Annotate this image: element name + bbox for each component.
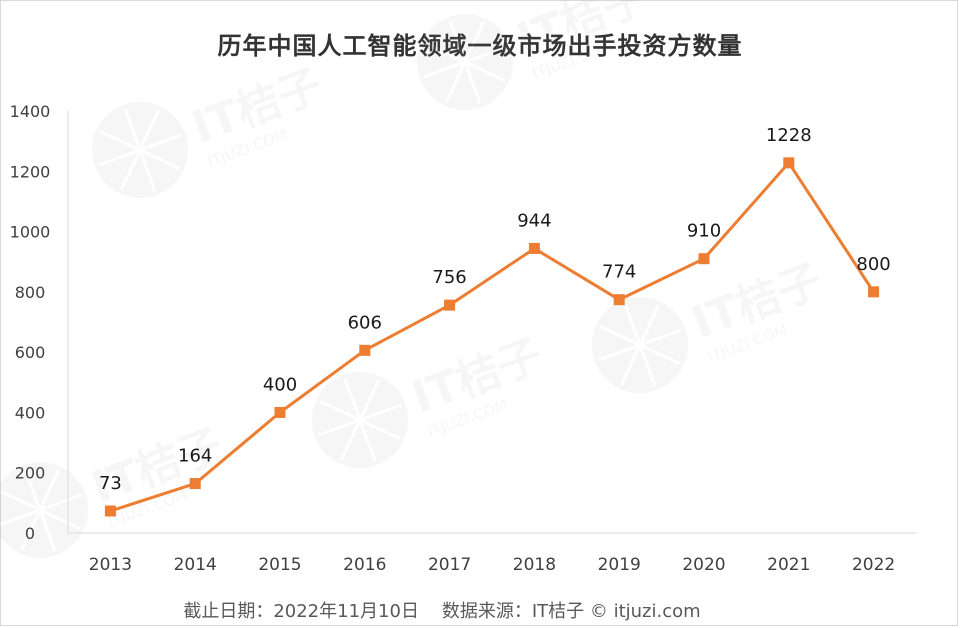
axis-layer: 0 200 400 600 800 1000 1200 1400 2013 2014 2015 201… <box>10 102 916 575</box>
data-point-marker <box>359 344 371 356</box>
data-point-marker <box>189 478 201 490</box>
x-tick-label: 2018 <box>513 555 556 575</box>
watermark-segment <box>98 148 141 167</box>
y-tick-label: 400 <box>15 403 46 422</box>
series-layer <box>104 157 880 517</box>
data-point-marker <box>274 406 286 418</box>
watermark-segment <box>359 403 402 422</box>
watermark-segment <box>343 378 362 421</box>
watermark-segment <box>0 508 41 527</box>
data-point-marker <box>528 242 540 254</box>
watermark-segment <box>38 469 60 511</box>
watermark-segment <box>23 468 42 511</box>
x-tick-label: 2022 <box>852 555 895 575</box>
x-tick-label: 2020 <box>682 555 725 575</box>
watermark-orange-icon <box>592 297 688 393</box>
data-label: 910 <box>687 221 721 242</box>
data-label-layer: 73 164 400 606 756 944 774 910 1228 800 <box>99 125 891 494</box>
chart-title: 历年中国人工智能领域一级市场出手投资方数量 <box>0 26 960 61</box>
watermark-segment <box>463 61 482 104</box>
data-point-marker <box>868 286 880 298</box>
y-tick-label: 200 <box>15 464 46 483</box>
data-label: 800 <box>856 254 890 275</box>
data-point-marker <box>613 294 625 306</box>
watermark-orange-icon <box>0 462 88 558</box>
source-footer: 截止日期：2022年11月10日 数据来源：IT桔子 © itjuzi.com <box>183 601 701 622</box>
x-tick-label: 2013 <box>89 555 132 575</box>
watermark-segment <box>340 419 362 461</box>
watermark-segment <box>598 343 641 362</box>
y-tick-label: 800 <box>15 283 46 302</box>
watermark-segment <box>445 61 467 103</box>
data-label: 1228 <box>766 125 812 146</box>
watermark-orange-icon <box>92 102 188 198</box>
data-point-marker <box>444 299 456 311</box>
watermark-segment <box>638 344 657 387</box>
data-point-marker <box>698 253 710 265</box>
watermark-segment <box>0 490 41 512</box>
watermark-segment <box>319 400 361 422</box>
x-tick-label: 2016 <box>343 555 386 575</box>
y-tick-label: 600 <box>15 343 46 362</box>
y-tick-label: 1200 <box>10 162 51 181</box>
watermark-segment <box>39 508 81 530</box>
watermark-segment <box>138 149 157 192</box>
watermark-segment <box>623 303 642 346</box>
y-tick-label: 0 <box>25 524 35 543</box>
watermark-segment <box>599 325 641 347</box>
watermark-segment <box>318 418 361 437</box>
watermark-segment <box>639 343 681 365</box>
watermark-segment <box>120 149 142 191</box>
watermark-segment <box>39 493 82 512</box>
watermark-segment <box>99 130 141 152</box>
x-tick-label: 2021 <box>767 555 810 575</box>
data-label: 944 <box>517 210 551 231</box>
data-label: 774 <box>602 262 636 283</box>
watermark-segment <box>463 21 485 63</box>
watermark-segment <box>359 418 401 440</box>
watermark-segment <box>620 344 642 386</box>
x-tick-label: 2015 <box>258 555 301 575</box>
watermark-orange-icon <box>417 14 513 110</box>
x-tick-label: 2017 <box>428 555 471 575</box>
watermark-segment <box>38 509 57 552</box>
x-tick-label: 2019 <box>598 555 641 575</box>
watermark-segment <box>448 20 467 63</box>
watermark-segment <box>358 379 380 421</box>
watermark-segment <box>123 108 142 151</box>
data-label: 756 <box>432 267 466 288</box>
watermark-segment <box>423 60 466 79</box>
data-label: 164 <box>178 446 212 467</box>
data-point-marker <box>104 505 116 517</box>
watermark-segment <box>639 328 682 347</box>
watermark-segment <box>464 45 507 64</box>
data-label: 606 <box>348 312 382 333</box>
watermark-orange-icon <box>312 372 408 468</box>
watermark-segment <box>138 109 160 151</box>
watermark-segment <box>638 304 660 346</box>
data-point-marker <box>783 157 795 169</box>
watermark-segment <box>358 419 377 462</box>
x-tick-label: 2014 <box>174 555 217 575</box>
y-tick-label: 1000 <box>10 223 51 242</box>
watermark-segment <box>424 42 466 64</box>
watermark-segment <box>20 509 42 551</box>
y-tick-label: 1400 <box>10 102 51 121</box>
data-label: 73 <box>99 473 122 494</box>
watermark-segment <box>139 133 182 152</box>
data-label: 400 <box>263 374 297 395</box>
series-line <box>109 161 875 513</box>
watermark-segment <box>139 148 181 170</box>
watermark-segment <box>464 60 506 82</box>
